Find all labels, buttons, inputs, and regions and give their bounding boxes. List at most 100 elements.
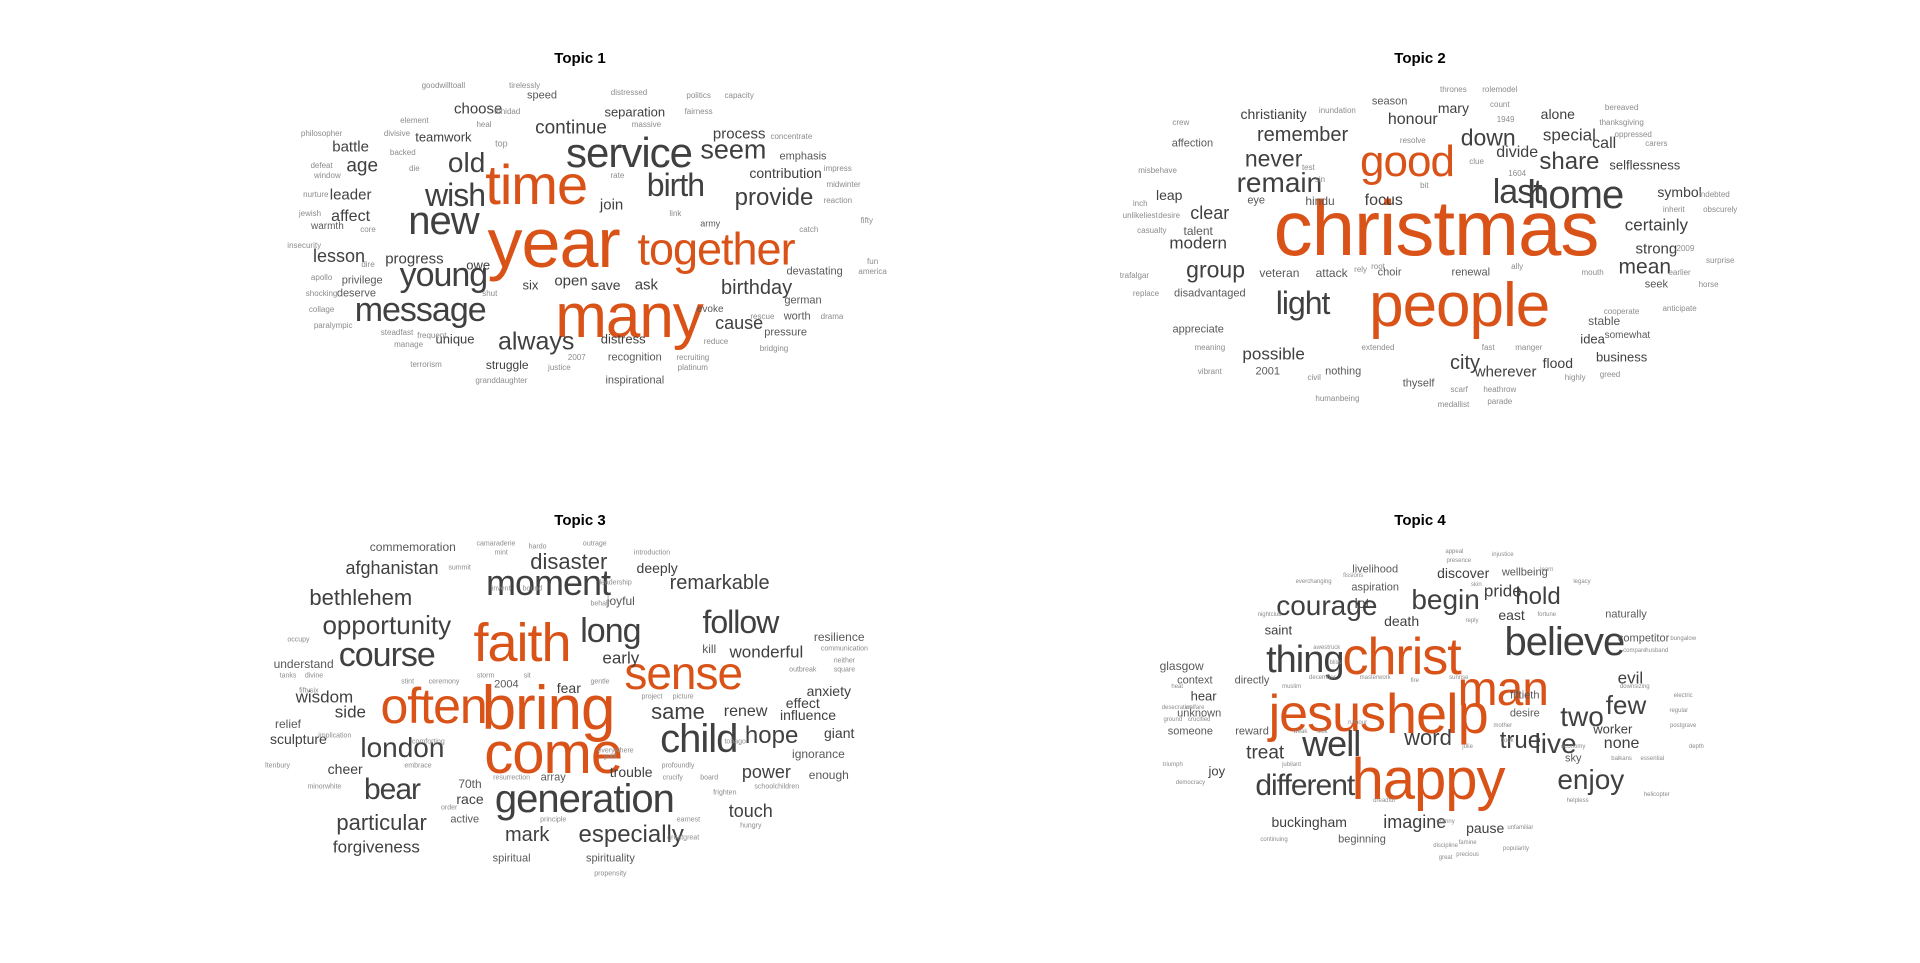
word-different: different	[1255, 769, 1355, 802]
word-honour: honour	[1387, 111, 1438, 128]
word-competitor: competitor	[1617, 632, 1670, 645]
word-terrorism: terrorism	[410, 359, 442, 369]
word-progress: progress	[385, 250, 444, 268]
word-birth: birth	[646, 167, 705, 204]
word-recognition: recognition	[607, 351, 662, 364]
word-focus: focus	[1364, 192, 1403, 209]
word-somewhat: somewhat	[1604, 330, 1651, 341]
word-beginning: beginning	[1338, 833, 1386, 846]
word-remarkable: remarkable	[669, 572, 770, 594]
word-true: true	[1499, 727, 1542, 754]
word-book: book	[1500, 738, 1514, 744]
word-continue: continue	[535, 117, 607, 139]
word-well: well	[1302, 723, 1361, 764]
word-downsizing: downsizing	[1619, 684, 1650, 690]
word-masterwork: masterwork	[1359, 675, 1391, 681]
word-bereaved: bereaved	[1604, 103, 1639, 112]
word-trafalgar: trafalgar	[1119, 271, 1150, 280]
word-age: age	[346, 155, 379, 177]
word-earnest: earnest	[676, 816, 701, 824]
word-hungry: hungry	[740, 822, 762, 830]
word-many: many	[555, 281, 704, 351]
word-cheer: cheer	[327, 761, 363, 777]
word-hindu: hindu	[1305, 194, 1335, 208]
word-element: element	[400, 116, 429, 126]
word-popularity: popularity	[1502, 846, 1530, 852]
word-fairness: fairness	[684, 106, 713, 116]
word-save: save	[591, 276, 621, 293]
word-collage: collage	[308, 305, 335, 315]
word-never: never	[1244, 145, 1303, 172]
word-meaning: meaning	[1194, 343, 1226, 352]
word-divine: divine	[304, 672, 324, 680]
word-battle: battle	[332, 138, 369, 156]
word-horse: horse	[1698, 280, 1719, 289]
word-sky: sky	[1564, 752, 1582, 765]
word-rescue: rescue	[750, 311, 775, 321]
word-cause: cause	[715, 313, 764, 333]
word-idea: idea	[1580, 331, 1605, 347]
word-civil: civil	[1307, 373, 1321, 382]
word-early: early	[602, 648, 640, 668]
word-livelihood: livelihood	[1352, 563, 1399, 576]
word-divide: divide	[1496, 144, 1539, 161]
word-scarf: scarf	[1450, 385, 1468, 394]
word-saint: saint	[1264, 622, 1293, 638]
word-relief: relief	[274, 717, 302, 731]
word-reply: reply	[1465, 618, 1479, 624]
word-manger: manger	[1515, 343, 1543, 352]
word-afghanistan: afghanistan	[345, 558, 439, 578]
word-tobago: tobago	[724, 738, 746, 746]
word-replace: replace	[1132, 289, 1160, 298]
word-pause: pause	[1466, 820, 1505, 836]
word-catch: catch	[799, 225, 819, 235]
word-thrones: thrones	[1440, 85, 1467, 94]
word-ground: ground	[1163, 717, 1183, 723]
topic-2-wordcloud: christmas people good home last remain light sh…	[1120, 86, 1738, 409]
word-rolemodel: rolemodel	[1482, 85, 1518, 94]
word-inch: inch	[1132, 199, 1148, 208]
word-comforting: comforting	[412, 738, 445, 746]
word-square: square	[833, 666, 856, 674]
topic-1-panel: Topic 1 year many time together service new me…	[270, 50, 890, 410]
word-camaraderie: camaraderie	[476, 540, 516, 548]
word-bit: bit	[1420, 181, 1429, 190]
word-disaster: disaster	[530, 549, 608, 574]
word-always: always	[497, 327, 575, 356]
word-philosopher: philosopher	[300, 129, 343, 139]
word-people: people	[1369, 271, 1550, 340]
word-ally: ally	[1511, 262, 1524, 271]
word-massive: massive	[631, 119, 662, 129]
word-wellbeing: wellbeing	[1501, 566, 1548, 579]
word-profoundly: profoundly	[661, 762, 695, 770]
word-renewal: renewal	[1451, 266, 1491, 279]
word-worth: worth	[783, 310, 811, 323]
word-appeal: appeal	[1445, 549, 1464, 555]
word-helicopter: helicopter	[1643, 792, 1670, 798]
word-crucified: crucified	[1188, 717, 1211, 723]
word-essential: essential	[1640, 756, 1665, 762]
word-weak: weak	[1293, 729, 1308, 735]
word-triumph: triumph	[1162, 762, 1183, 768]
word-believe: believe	[1504, 620, 1626, 664]
word-giant: giant	[824, 725, 855, 741]
word-vibrant: vibrant	[1197, 367, 1222, 376]
word-communication: communication	[820, 645, 868, 653]
word-imagine: imagine	[1383, 812, 1447, 832]
word-enough: enough	[808, 768, 849, 782]
word-trouble: trouble	[609, 764, 653, 780]
word-man: man	[1457, 663, 1549, 716]
word-famine: famine	[1458, 840, 1477, 846]
word-leadership: leadership	[599, 579, 632, 587]
word-backed: backed	[389, 148, 416, 158]
word-city: city	[1450, 352, 1480, 374]
word-propensity: propensity	[594, 870, 627, 878]
word-army: army	[700, 218, 721, 229]
word-teamwork: teamwork	[415, 129, 472, 145]
word-unlikeliest: unlikeliest	[1122, 211, 1158, 220]
word-london: london	[360, 732, 445, 763]
word-evoke: evoke	[696, 304, 724, 316]
word-bound: bound	[522, 585, 543, 593]
word-rumour: rumour	[1348, 720, 1368, 726]
word-affection: affection	[1171, 137, 1214, 150]
